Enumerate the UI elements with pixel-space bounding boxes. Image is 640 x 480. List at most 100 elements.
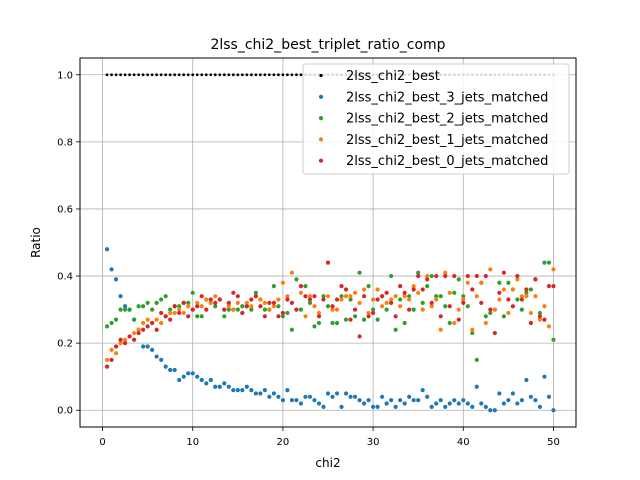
- data-point: [380, 394, 385, 399]
- x-tick-label: 30: [367, 437, 380, 448]
- data-point: [240, 73, 244, 77]
- data-point: [461, 300, 466, 305]
- data-point: [141, 327, 146, 332]
- data-point: [479, 280, 484, 285]
- data-point: [334, 307, 340, 312]
- data-point: [109, 347, 114, 352]
- data-point: [537, 314, 543, 319]
- data-point: [366, 284, 371, 289]
- data-point: [434, 273, 439, 279]
- data-point: [155, 73, 159, 77]
- data-point: [443, 273, 448, 279]
- data-point: [361, 294, 367, 299]
- data-point: [276, 394, 281, 399]
- data-point: [375, 404, 380, 409]
- data-point: [114, 73, 118, 77]
- data-point: [181, 374, 186, 379]
- legend-label: 2lss_chi2_best_2_jets_matched: [346, 112, 548, 127]
- data-point: [208, 297, 213, 302]
- data-point: [339, 297, 344, 302]
- data-point: [132, 337, 137, 342]
- data-point: [186, 304, 191, 309]
- data-point: [416, 398, 421, 403]
- data-point: [519, 294, 524, 299]
- data-point: [416, 273, 421, 279]
- data-point: [425, 273, 430, 279]
- data-point: [348, 294, 353, 299]
- data-point: [366, 310, 371, 316]
- data-point: [524, 294, 529, 299]
- data-point: [510, 304, 515, 309]
- data-point: [177, 310, 182, 316]
- data-point: [118, 337, 123, 342]
- data-point: [262, 388, 267, 393]
- data-point: [420, 300, 425, 305]
- data-point: [132, 317, 137, 322]
- data-point: [465, 304, 470, 309]
- data-point: [447, 304, 452, 309]
- data-point: [226, 307, 231, 312]
- data-point: [456, 277, 461, 282]
- data-point: [150, 320, 155, 326]
- data-point: [321, 404, 326, 409]
- data-point: [267, 307, 272, 312]
- data-point: [253, 391, 258, 396]
- data-point: [285, 388, 290, 393]
- data-point: [104, 357, 110, 363]
- data-point: [452, 290, 457, 295]
- data-point: [519, 398, 524, 403]
- data-point: [334, 391, 340, 396]
- data-point: [497, 290, 502, 295]
- data-point: [474, 273, 479, 279]
- data-point: [366, 314, 371, 319]
- data-point: [438, 327, 443, 332]
- data-point: [352, 290, 358, 295]
- data-point: [510, 391, 515, 396]
- data-point: [280, 314, 286, 319]
- y-tick-label: 0.6: [57, 204, 73, 215]
- data-point: [137, 73, 141, 77]
- data-point: [488, 267, 493, 272]
- data-point: [150, 73, 154, 77]
- data-point: [389, 297, 394, 302]
- data-point: [488, 408, 493, 413]
- data-point: [168, 73, 172, 77]
- data-point: [122, 307, 128, 312]
- data-point: [154, 354, 159, 359]
- data-point: [330, 307, 335, 312]
- data-point: [334, 320, 340, 326]
- data-point: [249, 304, 254, 309]
- data-point: [519, 297, 524, 302]
- data-point: [181, 310, 186, 316]
- data-point: [429, 300, 434, 305]
- data-point: [109, 320, 114, 326]
- data-point: [141, 320, 146, 326]
- data-point: [551, 408, 556, 413]
- data-point: [533, 398, 538, 403]
- data-point: [267, 394, 272, 399]
- data-point: [546, 324, 552, 329]
- data-point: [465, 401, 470, 406]
- data-point: [370, 307, 376, 312]
- data-point: [402, 294, 407, 299]
- data-point: [546, 394, 552, 399]
- data-point: [222, 73, 226, 77]
- data-point: [330, 394, 335, 399]
- data-point: [122, 341, 128, 346]
- data-point: [524, 377, 529, 383]
- data-point: [542, 304, 547, 309]
- y-tick-label: 0.4: [57, 272, 73, 283]
- legend-marker: [318, 158, 324, 163]
- data-point: [113, 317, 119, 322]
- data-point: [339, 404, 344, 409]
- data-point: [443, 270, 448, 275]
- data-point: [429, 404, 434, 409]
- data-point: [141, 344, 146, 349]
- data-point: [492, 307, 497, 312]
- data-point: [447, 290, 452, 295]
- data-point: [384, 307, 389, 312]
- data-point: [145, 300, 150, 305]
- data-point: [109, 357, 114, 363]
- data-point: [249, 307, 254, 312]
- data-point: [506, 310, 511, 316]
